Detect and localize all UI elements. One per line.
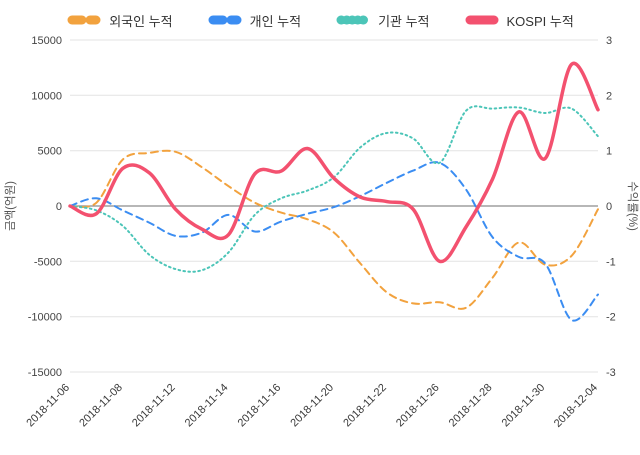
y-tick-right--1: -1: [606, 256, 616, 268]
y-tick-right-3: 3: [606, 35, 612, 47]
x-tick-2018-12-04: 2018-12-04: [552, 382, 600, 430]
chart-svg: 15000 3 10000 2 5000 1 0 0 -5000 -1 -10000 -2 -15000…: [3, 35, 639, 430]
x-tick-2018-11-26: 2018-11-26: [394, 382, 442, 430]
y-tick-left--15000: -15000: [28, 367, 62, 379]
x-tick-2018-11-20: 2018-11-20: [288, 382, 336, 430]
legend-marker-foreign-icon: [67, 15, 101, 25]
legend-marker-institution-icon: [336, 15, 370, 25]
y-tick-left-5000: 5000: [38, 146, 62, 158]
y-tick-left--5000: -5000: [34, 256, 62, 268]
legend-marker-individual-icon: [208, 15, 242, 25]
legend-item-kospi[interactable]: KOSPI 누적: [464, 11, 574, 30]
x-tick-2018-11-30: 2018-11-30: [500, 382, 548, 430]
legend-item-institution[interactable]: 기관 누적: [335, 11, 430, 30]
right-axis-title: 수익률(%): [626, 181, 639, 231]
y-tick-right--2: -2: [606, 312, 616, 324]
series-line-foreign: [69, 149, 599, 310]
y-tick-left-10000: 10000: [31, 90, 62, 102]
x-tick-2018-11-06: 2018-11-06: [24, 382, 72, 430]
series-line-individual: [69, 161, 599, 322]
x-tick-2018-11-28: 2018-11-28: [447, 382, 495, 430]
x-tick-2018-11-22: 2018-11-22: [341, 382, 389, 430]
x-tick-2018-11-16: 2018-11-16: [236, 382, 284, 430]
chart-area: 15000 3 10000 2 5000 1 0 0 -5000 -1 -10000 -2 -15000…: [0, 32, 640, 450]
legend-label-institution: 기관 누적: [378, 13, 430, 29]
x-tick-2018-11-12: 2018-11-12: [130, 382, 178, 430]
legend-label-kospi: KOSPI 누적: [506, 13, 574, 29]
legend-label-individual: 개인 누적: [249, 13, 302, 29]
y-tick-right--3: -3: [606, 367, 616, 379]
y-tick-left-15000: 15000: [31, 35, 62, 47]
x-tick-2018-11-08: 2018-11-08: [77, 382, 125, 430]
y-tick-right-1: 1: [606, 146, 612, 158]
y-tick-right-2: 2: [606, 90, 612, 102]
y-tick-right-0: 0: [606, 201, 612, 213]
left-axis-title: 금액(억원): [3, 181, 17, 231]
y-tick-left--10000: -10000: [28, 312, 62, 324]
legend-label-foreign: 외국인 누적: [109, 13, 173, 29]
legend-item-individual[interactable]: 개인 누적: [207, 11, 301, 30]
series-line-kospi: [68, 61, 600, 264]
series-line-institution: [69, 105, 599, 273]
legend-item-foreign[interactable]: 외국인 누적: [66, 11, 173, 30]
x-tick-2018-11-14: 2018-11-14: [183, 382, 231, 430]
legend-marker-kospi-icon: [465, 15, 499, 25]
chart-legend: 외국인 누적 개인 누적 기관 누적 KOSPI 누적: [0, 0, 640, 32]
y-tick-left-0: 0: [56, 201, 62, 213]
